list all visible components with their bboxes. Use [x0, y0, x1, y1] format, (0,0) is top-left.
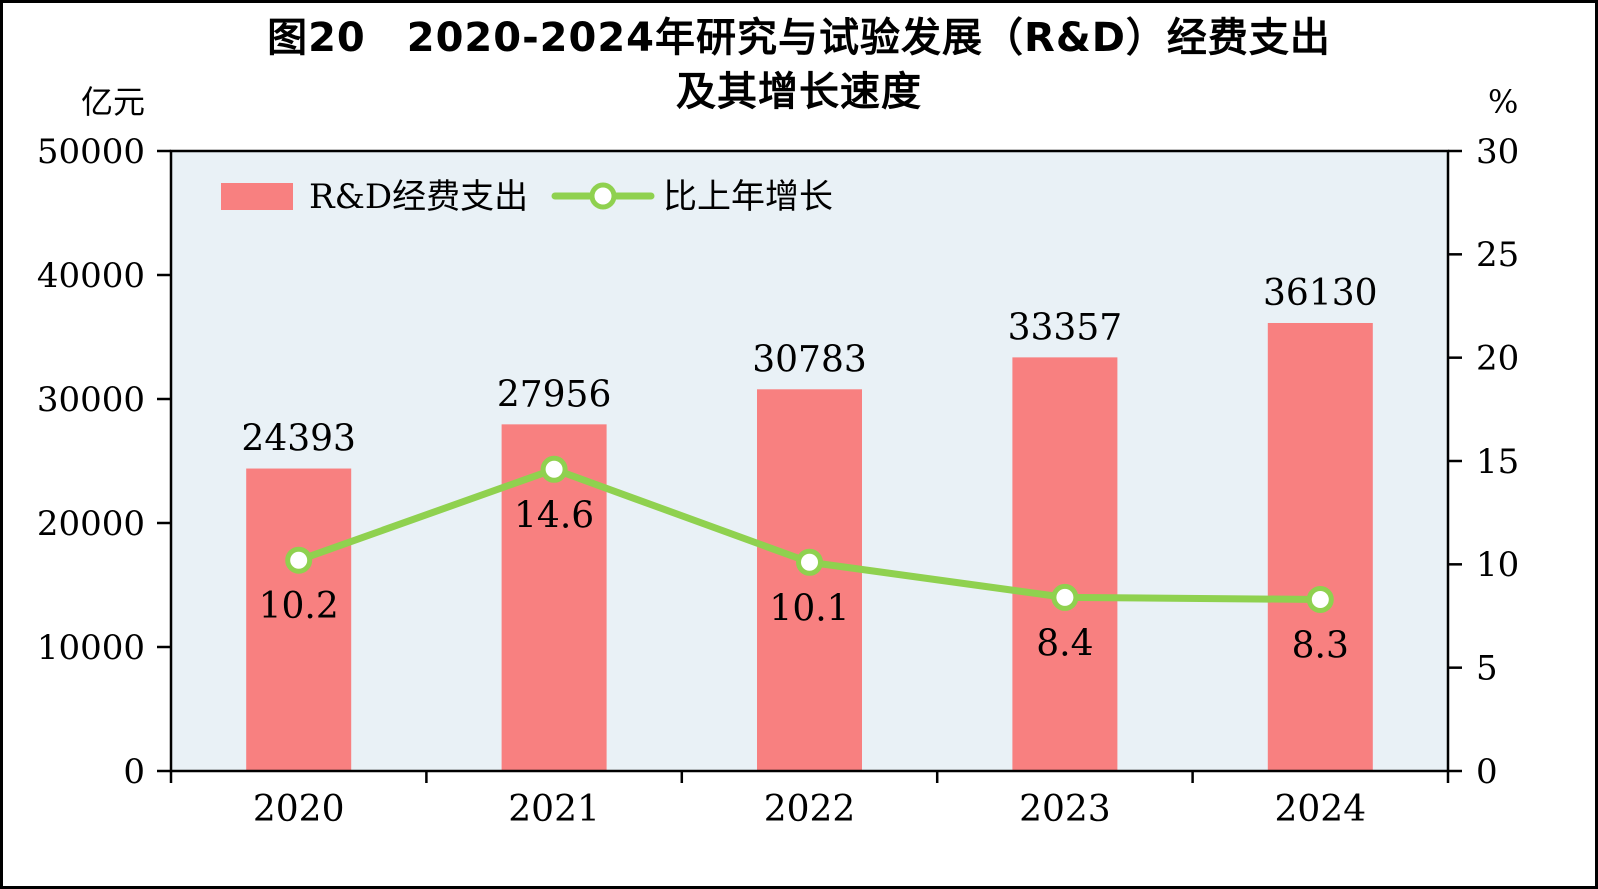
x-axis-label: 2022	[764, 789, 856, 830]
y-right-tick-label: 10	[1476, 545, 1519, 585]
bar-2023	[1012, 357, 1118, 771]
line-value-label: 8.4	[1036, 623, 1093, 664]
y-right-tick-label: 20	[1476, 339, 1519, 379]
y-right-unit-label: %	[1488, 83, 1518, 121]
y-left-unit-label: 亿元	[81, 83, 145, 121]
chart-title-line2: 及其增长速度	[676, 69, 922, 115]
bar-value-label: 33357	[1008, 307, 1123, 348]
line-value-label: 14.6	[514, 495, 594, 536]
y-left-tick-label: 30000	[37, 380, 145, 420]
y-left-tick-label: 0	[123, 752, 145, 792]
y-left-tick-label: 50000	[37, 132, 145, 172]
line-marker-2023	[1051, 583, 1079, 611]
bar-2024	[1267, 322, 1373, 771]
line-value-label: 8.3	[1292, 625, 1349, 666]
bar-2022	[757, 389, 862, 771]
x-axis-label: 2024	[1274, 789, 1366, 830]
line-value-label: 10.1	[769, 588, 849, 629]
line-marker-2020	[285, 546, 313, 574]
bar-value-label: 36130	[1263, 273, 1378, 314]
y-right-tick-label: 30	[1476, 132, 1519, 172]
y-left-tick-label: 20000	[37, 504, 145, 544]
bar-value-label: 24393	[241, 419, 356, 460]
line-marker-2022	[796, 548, 823, 576]
x-axis-label: 2020	[253, 789, 345, 830]
bar-value-label: 30783	[752, 339, 867, 380]
chart-canvas: 0 10000 20000 30000 40000 50000 0 5 10 15 20 25 30 24…	[37, 83, 1519, 830]
y-left-tick-label: 10000	[37, 628, 145, 668]
chart-title-line1: 图20 2020-2024年研究与试验发展（R&D）经费支出	[267, 15, 1331, 61]
y-right-tick-label: 5	[1476, 649, 1498, 689]
plot-border	[169, 149, 1450, 773]
y-right-tick-label: 0	[1476, 752, 1498, 792]
y-right-tick-label: 25	[1476, 235, 1519, 275]
legend-bar-swatch	[221, 183, 293, 210]
bar-2020	[246, 468, 352, 771]
legend-line-label: 比上年增长	[663, 177, 833, 217]
y-left-tick-label: 40000	[37, 256, 145, 296]
legend-bar-label: R&D经费支出	[309, 177, 528, 217]
chart-title: 图20 2020-2024年研究与试验发展（R&D）经费支出 及其增长速度	[3, 11, 1595, 119]
x-axis-label: 2023	[1019, 789, 1111, 830]
x-axis-label: 2021	[508, 789, 600, 830]
line-marker-2024	[1306, 585, 1334, 613]
y-right-tick-label: 15	[1476, 442, 1519, 482]
line-marker-2021	[540, 455, 568, 483]
legend-line-marker	[589, 182, 617, 210]
line-value-label: 10.2	[259, 586, 339, 627]
bar-value-label: 27956	[497, 374, 612, 415]
